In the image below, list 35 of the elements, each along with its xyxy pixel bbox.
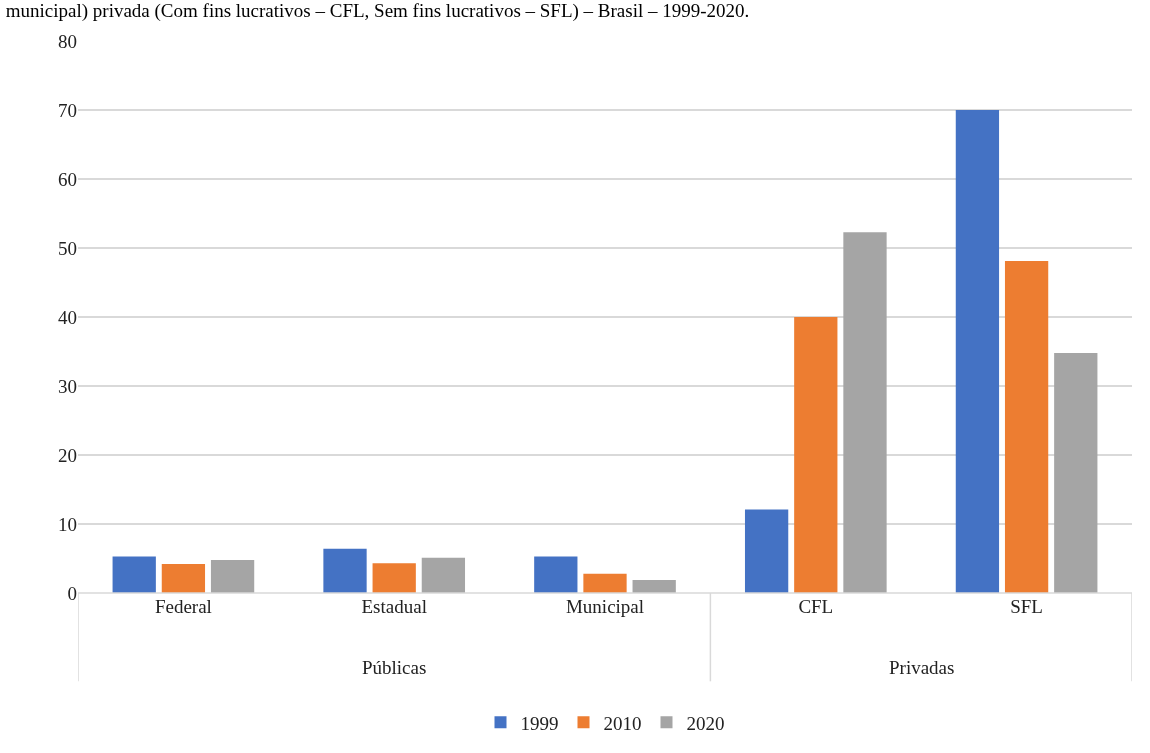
y-tick-label: 30	[58, 375, 77, 397]
bar	[794, 317, 838, 593]
y-tick-label: 40	[58, 306, 77, 328]
bar	[955, 110, 1000, 593]
y-tick-label: 20	[58, 444, 77, 466]
y-tick-label: 0	[67, 582, 77, 604]
bar	[583, 573, 627, 593]
legend-label: 2010	[603, 712, 642, 734]
text: Públicas	[362, 657, 427, 678]
x-tick-label: SFL	[1010, 596, 1043, 617]
bar	[323, 548, 367, 593]
x-tick-label: Estadual	[361, 596, 427, 617]
legend-label: 2020	[686, 712, 725, 734]
text: Privadas	[889, 657, 955, 678]
y-tick-label: 70	[58, 99, 77, 121]
x-tick-label: Federal	[154, 596, 212, 617]
legend-label: 1999	[520, 712, 559, 734]
y-tick-label: 80	[58, 30, 77, 52]
bar	[1054, 352, 1098, 593]
bar	[843, 232, 887, 593]
bar	[372, 563, 416, 593]
y-tick-label: 50	[58, 237, 77, 259]
x-tick-label: Municipal	[565, 596, 645, 617]
bar	[534, 556, 578, 593]
x-tick-label: CFL	[798, 596, 834, 617]
y-tick-label: 60	[58, 168, 77, 190]
bar	[161, 564, 206, 593]
bar	[112, 556, 156, 593]
bar	[421, 557, 466, 593]
bar	[744, 509, 789, 593]
chart-title: municipal) privada (Com fins lucrativos – CFL, Sem fins lucrativos – SFL) – Brasil – 1999-2020.	[5, 0, 750, 23]
bar	[632, 579, 676, 593]
y-tick-label: 10	[58, 513, 77, 535]
bar	[1004, 261, 1049, 593]
bar	[210, 559, 255, 593]
